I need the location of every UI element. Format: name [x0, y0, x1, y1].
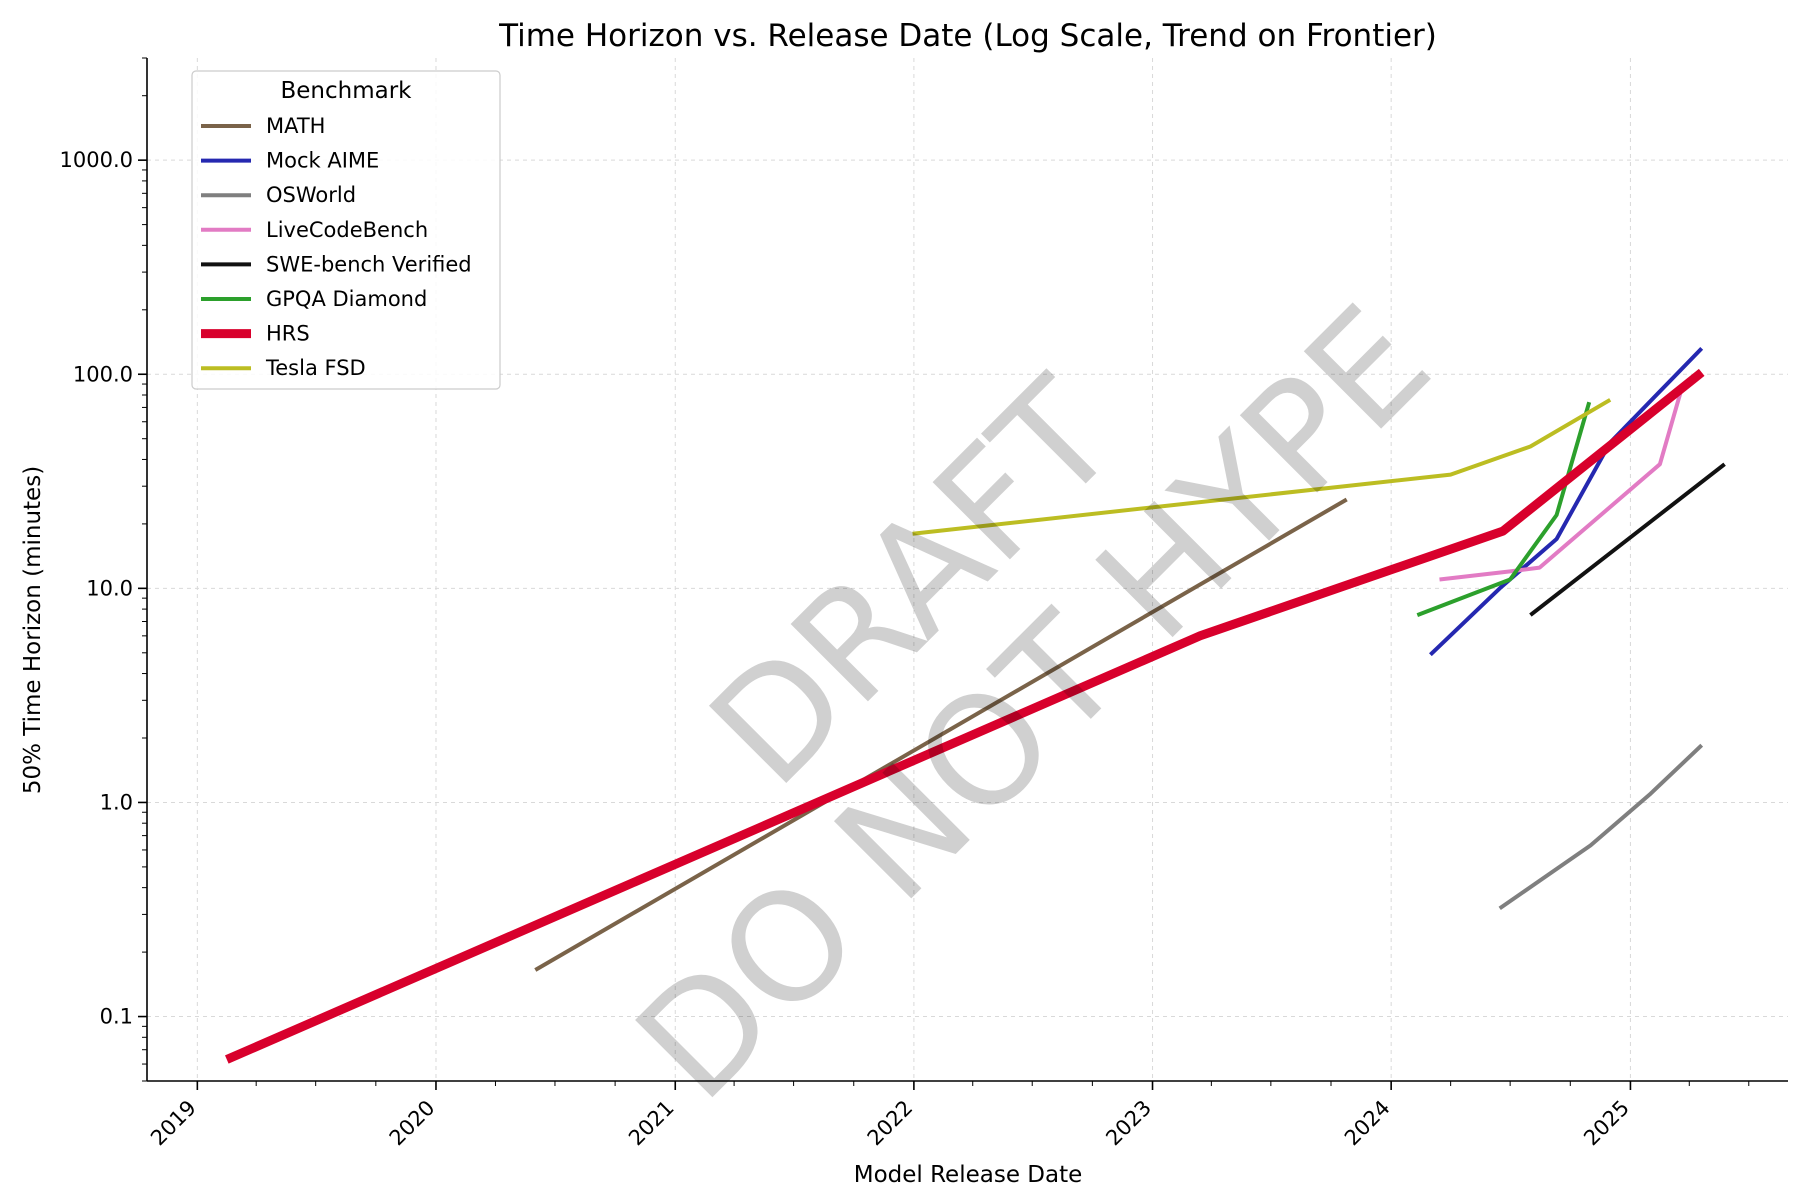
- series-line-mock-aime: [1429, 347, 1704, 657]
- legend-label: GPQA Diamond: [266, 287, 427, 311]
- legend-title: Benchmark: [280, 78, 412, 104]
- y-tick-label: 1.0: [100, 790, 133, 814]
- legend-frame: [191, 70, 501, 390]
- legend-item-swe-bench-verified: SWE-bench Verified: [201, 252, 472, 276]
- legend-label: OSWorld: [266, 183, 356, 207]
- series-line-tesla-fsd: [912, 398, 1612, 536]
- legend-label: MATH: [266, 114, 325, 138]
- series-line-gpqa-diamond: [1416, 401, 1592, 617]
- chart-title: Time Horizon vs. Release Date (Log Scale…: [498, 18, 1437, 54]
- y-tick-label: 1000.0: [60, 148, 133, 172]
- x-axis-label: Model Release Date: [854, 1162, 1083, 1188]
- series-line-hrs: [225, 368, 1705, 1064]
- legend-items: MATH Mock AIME OSWorld LiveCodeBench SWE-ben…: [201, 114, 472, 380]
- legend-label: HRS: [266, 322, 310, 346]
- legend: Benchmark MATH Mock AIME OSWorld LiveCodeBe…: [191, 70, 501, 390]
- legend-item-tesla-fsd: Tesla FSD: [201, 356, 366, 380]
- y-tick-label: 0.1: [100, 1005, 133, 1029]
- series-line-swe-bench-verified: [1529, 462, 1726, 617]
- legend-item-hrs: HRS: [201, 322, 310, 346]
- y-tick-label: 10.0: [86, 576, 133, 600]
- legend-label: Tesla FSD: [265, 356, 366, 380]
- series-line-math: [534, 497, 1348, 972]
- legend-label: LiveCodeBench: [266, 218, 428, 242]
- legend-item-math: MATH: [201, 114, 325, 138]
- legend-item-osworld: OSWorld: [201, 183, 356, 207]
- legend-item-livecodebench: LiveCodeBench: [201, 218, 428, 242]
- series-line-livecodebench: [1439, 388, 1684, 582]
- legend-item-mock-aime: Mock AIME: [201, 149, 379, 173]
- legend-item-gpqa-diamond: GPQA Diamond: [201, 287, 427, 311]
- legend-label: SWE-bench Verified: [266, 252, 472, 276]
- legend-label: Mock AIME: [266, 149, 379, 173]
- series-line-osworld: [1498, 743, 1704, 911]
- y-axis-label: 50% Time Horizon (minutes): [20, 466, 46, 794]
- series-lines: [225, 347, 1726, 1064]
- y-tick-label: 100.0: [73, 362, 133, 386]
